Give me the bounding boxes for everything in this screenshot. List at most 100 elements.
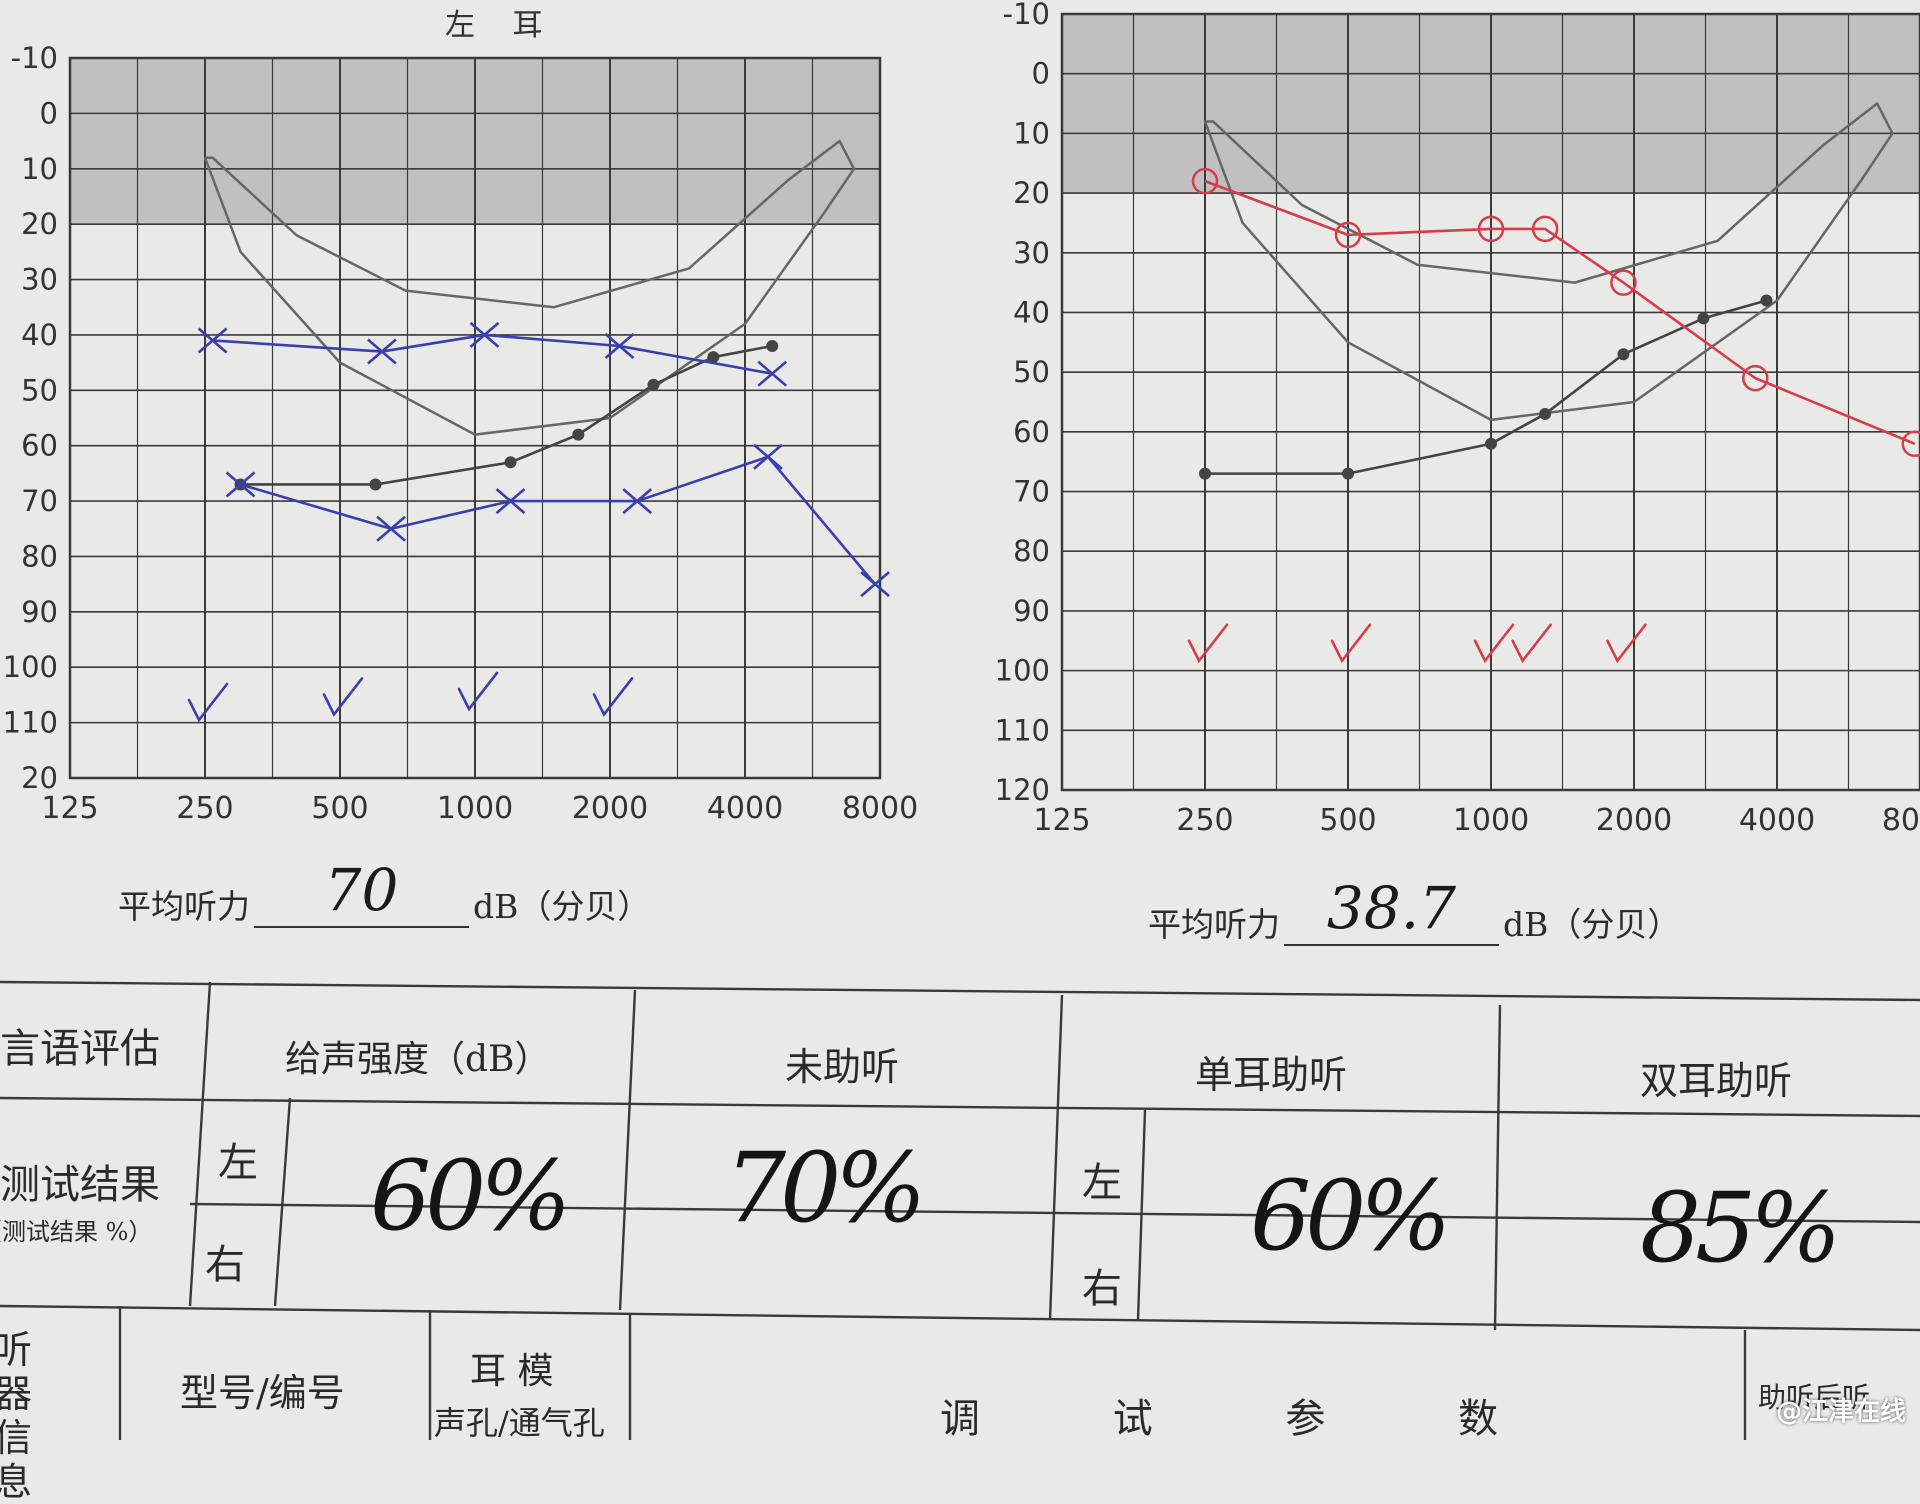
right-x-tick-label: 8000 [1882,803,1920,838]
right-series-point [1760,294,1773,307]
right-series-point [1334,221,1362,249]
table-line [1136,1109,1147,1321]
left-series-point [457,671,499,712]
right-y-tick-label: 120 [995,773,1050,807]
left-series-point [504,456,517,469]
left-average-hearing: 平均听力 70 dB（分贝） [118,856,651,928]
left-series-point [707,351,720,364]
right-series-point [1539,407,1552,420]
right-y-tick-label: 40 [1013,295,1050,329]
left-series-point [753,443,783,470]
right-series-point [1697,312,1710,325]
left-series-point [225,471,256,498]
right-x-tick-label: 4000 [1739,803,1815,838]
right-average-unit: dB（分贝） [1503,905,1681,944]
left-average-unit: dB（分贝） [473,887,651,926]
left-y-tick-label: 20 [21,207,58,241]
left-y-tick-label: 100 [3,650,58,684]
right-y-tick-label: -10 [1003,0,1050,31]
left-series-point [757,360,788,387]
left-x-tick-label: 125 [41,791,98,826]
binaural-aided-value: 85% [1640,1172,1841,1284]
mono-left-label: 左 [1082,1160,1122,1206]
left-y-tick-label: 70 [21,484,58,518]
left-y-tick-label: 50 [21,373,58,407]
left-series-point [604,333,635,359]
left-series-line [240,455,877,585]
after-aid-label: 助听后听 [1758,1381,1871,1414]
intensity-header: 给声强度（dB） [285,1039,551,1080]
right-average-blank: 38.7 [1284,874,1499,946]
right-y-tick-label: 90 [1013,594,1050,628]
left-y-tick-label: 110 [3,706,58,740]
left-y-tick-label: 90 [21,595,58,629]
unaided-value: 70% [725,1132,926,1244]
table-line [1048,994,1064,1321]
right-series-point [1606,623,1647,664]
left-series-point [197,327,228,354]
speech-table-grid [0,980,1920,1440]
left-y-tick-label: 0 [40,96,58,130]
table-line [0,980,1920,1002]
right-frame [1060,12,1920,792]
right-x-tick-label: 1000 [1453,803,1529,838]
earmold-sublabel: 声孔/通气孔 [434,1404,605,1442]
mono-right-label: 右 [1082,1266,1122,1312]
binaural-aided-header: 双耳助听 [1640,1059,1793,1103]
left-series-point [766,340,779,352]
left-speech-banana [203,139,856,436]
left-series-point [572,428,585,441]
test-result-label: 测试结果 [0,1162,160,1208]
left-series-point [622,488,653,515]
left-y-tick-label: 40 [21,318,58,352]
mono-aided-header: 单耳助听 [1195,1053,1348,1097]
left-y-tick-label: 20 [21,761,58,795]
right-series-point [1187,623,1229,664]
left-series-point [592,677,634,717]
table-line [273,1097,292,1307]
right-series-point [1610,269,1637,296]
left-series-point [647,378,660,391]
left-series-point [322,677,364,717]
right-series-point [1485,437,1497,450]
right-series-point [1330,623,1372,664]
right-average-value: 38.7 [1326,874,1457,942]
model-number-label: 型号/编号 [180,1371,345,1415]
left-x-tick-label: 500 [311,791,368,826]
left-frame [68,56,882,780]
left-y-tick-label: -10 [11,41,58,75]
left-x-tick-label: 2000 [572,791,648,826]
left-y-tick-label: 30 [21,263,58,297]
earmold-label: 耳 模 [470,1351,554,1392]
table-line [1493,1004,1502,1331]
mono-aided-value: 60% [1250,1160,1451,1272]
right-x-tick-label: 2000 [1596,803,1672,838]
intensity-value: 60% [370,1140,571,1252]
right-y-tick-label: 50 [1013,355,1050,389]
table-line [618,989,637,1311]
watermark: @江津在线 [1775,1397,1906,1427]
right-average-hearing: 平均听力 38.7 dB（分贝） [1148,874,1681,946]
right-series-point [1531,215,1559,243]
right-series-point [1477,215,1505,243]
right-y-tick-label: 100 [995,654,1050,688]
right-y-tick-label: 0 [1032,57,1050,91]
hearing-aid-info-label: 听器信息 [0,1328,33,1504]
left-x-tick-label: 4000 [707,791,783,826]
right-y-tick-label: 10 [1013,116,1050,150]
test-result-sublabel: （测试结果 %） [0,1218,153,1246]
table-line [188,981,212,1307]
left-series-point [187,682,229,723]
right-series-point [1742,364,1769,392]
left-series-point [860,571,890,598]
right-y-tick-label: 20 [1013,176,1050,210]
right-series-point [1617,348,1630,361]
left-x-tick-label: 8000 [842,791,918,826]
right-series-point [1199,467,1211,480]
left-x-tick-label: 250 [176,791,233,826]
fitting-params-label: 调 试 参 数 [940,1396,1559,1442]
left-ear-title: 左 耳 [445,8,557,43]
